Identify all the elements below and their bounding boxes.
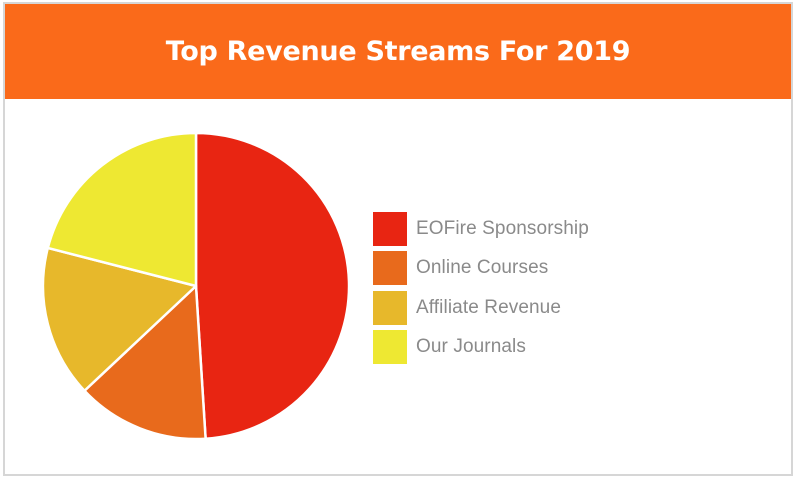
legend-item[interactable]: Affiliate Revenue	[373, 288, 589, 328]
legend-swatch	[373, 251, 407, 286]
legend-label: Our Journals	[416, 336, 526, 358]
legend-swatch	[373, 330, 407, 365]
legend-swatch	[373, 290, 407, 325]
chart-legend: EOFire Sponsorship Online Courses Affiliat…	[373, 209, 589, 367]
pie-slice-online-courses[interactable]	[83, 284, 207, 441]
legend-item[interactable]: Online Courses	[373, 249, 589, 289]
legend-label: Affiliate Revenue	[416, 296, 561, 318]
pie-slice-eofire-sponsorship[interactable]	[194, 131, 351, 440]
chart-title: Top Revenue Streams For 2019	[165, 36, 631, 67]
chart-header: Top Revenue Streams For 2019	[5, 4, 791, 99]
legend-item[interactable]: EOFire Sponsorship	[373, 209, 589, 249]
pie-slice-our-journals[interactable]	[46, 131, 198, 288]
legend-item[interactable]: Our Journals	[373, 328, 589, 368]
legend-label: Online Courses	[416, 257, 549, 279]
legend-swatch	[373, 211, 407, 246]
legend-label: EOFire Sponsorship	[416, 217, 589, 239]
pie-slice-affiliate-revenue[interactable]	[41, 246, 198, 392]
